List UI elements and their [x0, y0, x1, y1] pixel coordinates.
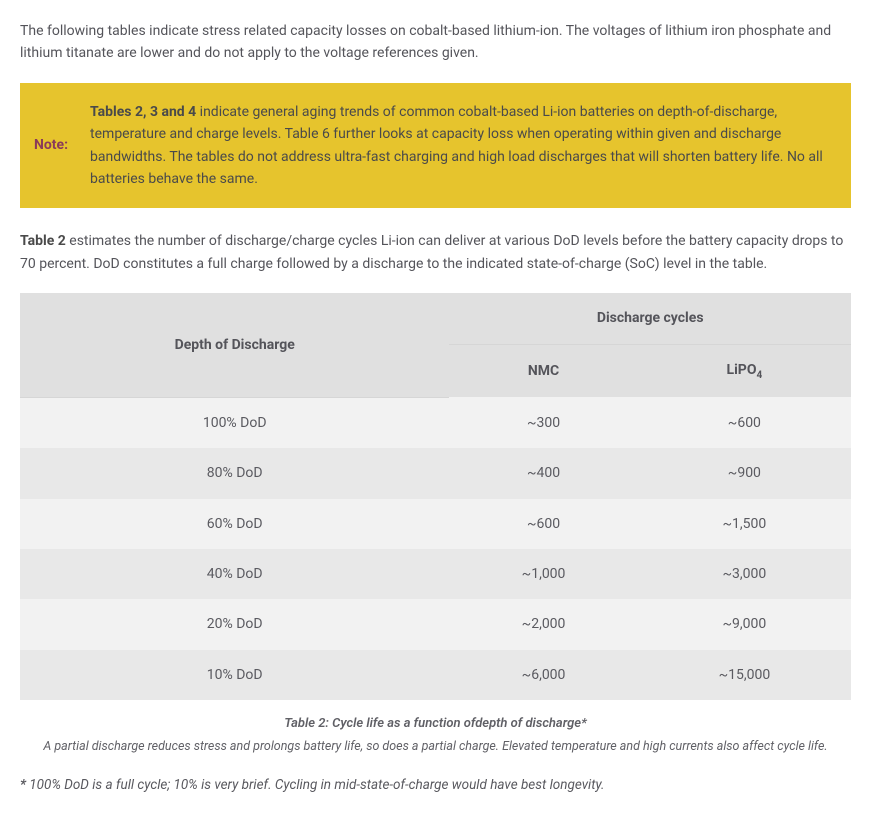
dod-cycle-table: Depth of Discharge Discharge cycles NMC … [20, 293, 851, 700]
lipo-prefix: LiPO [727, 362, 757, 378]
cell-nmc: ~300 [449, 397, 637, 448]
table-row: 100% DoD~300~600 [20, 397, 851, 448]
intro-paragraph: The following tables indicate stress rel… [20, 20, 851, 65]
cell-lipo: ~3,000 [638, 549, 851, 599]
note-text: indicate general aging trends of common … [90, 104, 823, 187]
cell-dod: 10% DoD [20, 650, 449, 700]
cell-dod: 100% DoD [20, 397, 449, 448]
cell-dod: 20% DoD [20, 599, 449, 649]
cell-dod: 40% DoD [20, 549, 449, 599]
cell-lipo: ~600 [638, 397, 851, 448]
col-header-dod: Depth of Discharge [20, 293, 449, 397]
table2-caption: Table 2: Cycle life as a function ofdept… [20, 714, 851, 735]
cell-nmc: ~6,000 [449, 650, 637, 700]
table2-description: Table 2 estimates the number of discharg… [20, 230, 851, 275]
table-row: 40% DoD~1,000~3,000 [20, 549, 851, 599]
cell-dod: 80% DoD [20, 448, 449, 498]
col-header-cycles: Discharge cycles [449, 293, 851, 344]
note-label: Note: [34, 134, 90, 156]
table-row: 20% DoD~2,000~9,000 [20, 599, 851, 649]
cell-lipo: ~15,000 [638, 650, 851, 700]
col-header-nmc: NMC [449, 344, 637, 397]
lipo-sub: 4 [756, 369, 762, 380]
note-body: Tables 2, 3 and 4 indicate general aging… [90, 101, 837, 191]
table-row: 60% DoD~600~1,500 [20, 499, 851, 549]
table2-subcaption: A partial discharge reduces stress and p… [20, 737, 851, 757]
note-callout: Note: Tables 2, 3 and 4 indicate general… [20, 83, 851, 209]
cell-nmc: ~400 [449, 448, 637, 498]
table2-desc-lead: Table 2 [20, 233, 66, 249]
cell-lipo: ~1,500 [638, 499, 851, 549]
table-row: 80% DoD~400~900 [20, 448, 851, 498]
cell-nmc: ~600 [449, 499, 637, 549]
footnote-body: 100% DoD is a full cycle; 10% is very br… [26, 777, 605, 793]
cell-lipo: ~900 [638, 448, 851, 498]
cell-lipo: ~9,000 [638, 599, 851, 649]
note-lead-bold: Tables 2, 3 and 4 [90, 104, 196, 120]
cell-dod: 60% DoD [20, 499, 449, 549]
table-row: 10% DoD~6,000~15,000 [20, 650, 851, 700]
cell-nmc: ~2,000 [449, 599, 637, 649]
footnote: * 100% DoD is a full cycle; 10% is very … [20, 775, 851, 797]
col-header-lipo: LiPO4 [638, 344, 851, 397]
table2-desc-body: estimates the number of discharge/charge… [20, 233, 843, 271]
cell-nmc: ~1,000 [449, 549, 637, 599]
